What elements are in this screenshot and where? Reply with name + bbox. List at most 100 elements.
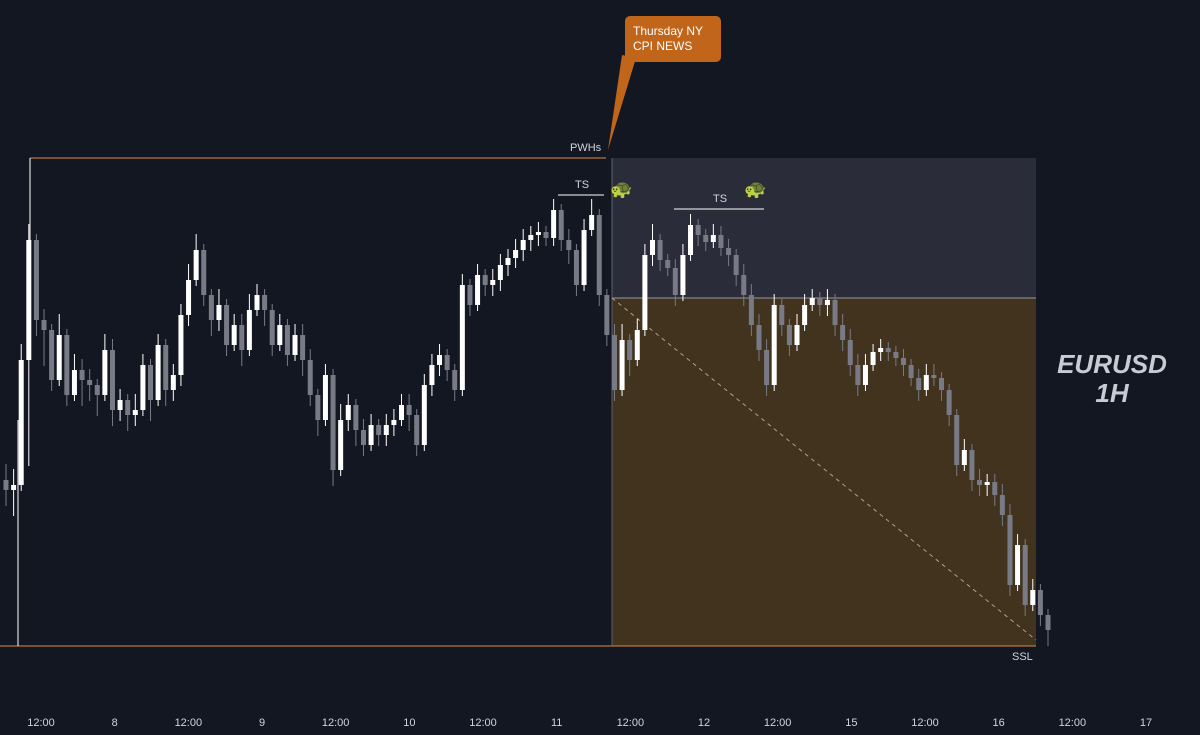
candle-body [596,215,602,295]
x-tick-label: 17 [1140,717,1152,729]
candle-body [482,275,488,285]
candle-body [520,240,526,250]
candle-body [231,325,237,345]
chart-subtitle: 1H [1095,378,1129,408]
candle-body [254,295,260,310]
candle-body [338,420,344,470]
candle-body [923,375,929,390]
x-tick-label: 16 [993,717,1005,729]
pwh-label: PWHs [570,142,602,154]
candle-body [414,415,420,445]
candle-body [931,375,937,378]
candle-body [315,395,321,420]
candle-body [383,425,389,435]
candle-body [216,305,222,320]
candle-body [688,225,694,255]
candle-body [847,340,853,365]
candle-body [444,355,450,370]
ts-label-1: TS [575,179,589,191]
candle-body [163,345,169,390]
candle-body [916,378,922,390]
candle-body [551,210,557,238]
candle-body [64,335,70,395]
x-tick-label: 12:00 [469,717,497,729]
candle-body [353,405,359,430]
candle-body [733,255,739,275]
candle-body [125,400,131,415]
x-tick-label: 10 [403,717,415,729]
candle-body [376,425,382,435]
candle-body [475,275,481,305]
candle-body [543,232,549,238]
candle-body [862,365,868,385]
ssl-label: SSL [1012,651,1033,663]
candle-body [277,325,283,345]
candle-body [961,450,967,465]
candle-body [208,295,214,320]
candle-body [611,335,617,390]
candle-body [809,298,815,305]
candle-body [94,385,100,395]
candle-body [855,365,861,385]
callout-line-1: Thursday NY [633,24,703,38]
candle-body [513,250,519,258]
candle-body [1045,615,1051,630]
candle-body [300,335,306,360]
callout-line-2: CPI NEWS [633,39,692,53]
candle-body [33,240,39,320]
candle-body [421,385,427,445]
candle-body [627,340,633,360]
candle-body [224,305,230,345]
candle-body [969,450,975,480]
candle-body [49,330,55,380]
candle-body [999,495,1005,515]
candle-body [102,350,108,395]
candle-body [117,400,123,410]
candle-body [155,345,161,400]
x-tick-label: 12 [698,717,710,729]
candle-body [802,305,808,325]
candle-body [984,482,990,485]
candle-body [360,430,366,445]
candle-body [140,365,146,410]
candle-body [528,235,534,240]
candle-body [657,240,663,260]
x-tick-label: 12:00 [1059,717,1087,729]
candle-body [634,330,640,360]
candle-body [292,335,298,355]
candle-body [840,325,846,340]
candle-body [1022,545,1028,605]
candle-body [589,215,595,230]
candle-body [832,300,838,325]
chart-title: EURUSD [1057,349,1167,379]
turtle-icon: 🐢 [744,179,766,199]
candle-body [741,275,747,295]
x-tick-label: 12:00 [27,717,55,729]
candle-body [79,370,85,380]
candle-body [771,305,777,385]
candle-body [977,480,983,485]
candle-body [619,340,625,390]
candle-body [992,482,998,495]
candle-body [710,235,716,242]
candles-group [3,199,1051,646]
candle-body [467,285,473,305]
candle-body [878,348,884,352]
candle-body [193,250,199,280]
candle-body [642,255,648,330]
candle-body [726,248,732,255]
candle-body [1015,545,1021,585]
candle-body [1030,590,1036,605]
candle-body [794,325,800,345]
x-tick-label: 12:00 [911,717,939,729]
candle-body [604,295,610,335]
candle-body [391,420,397,425]
x-tick-label: 12:00 [322,717,350,729]
candle-body [178,315,184,375]
candle-body [870,352,876,365]
candle-body [581,230,587,285]
candle-body [41,320,47,330]
candle-body [695,225,701,235]
candle-body [239,325,245,350]
